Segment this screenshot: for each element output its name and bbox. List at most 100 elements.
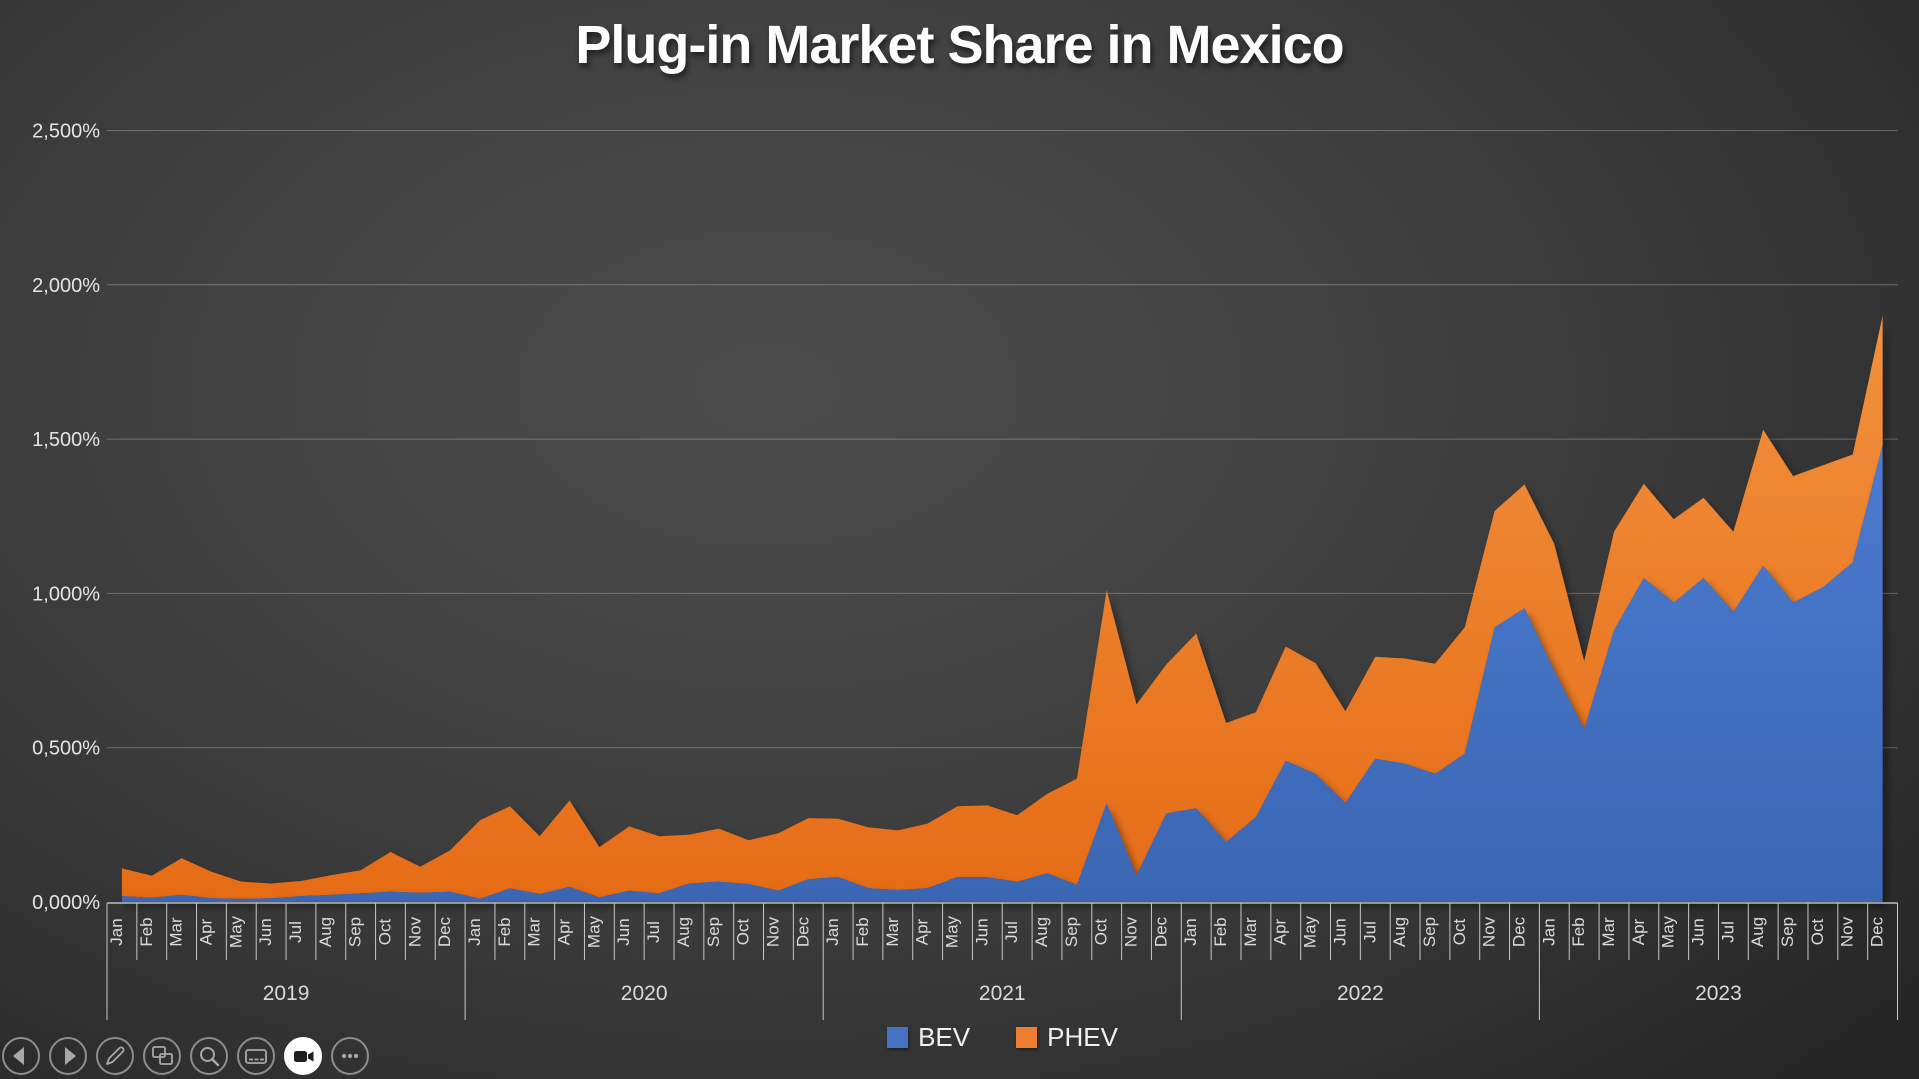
legend-label: PHEV (1047, 1022, 1118, 1052)
month-label: Mar (1241, 917, 1260, 947)
y-axis-tick-label: 1,000% (32, 583, 100, 605)
month-label: Nov (405, 916, 424, 947)
month-label: Dec (435, 916, 454, 947)
month-label: Sep (1062, 917, 1081, 947)
month-label: Aug (316, 917, 335, 947)
month-label: Dec (1509, 916, 1528, 947)
phev-area (121, 315, 1883, 899)
y-axis-tick-label: 1,500% (32, 429, 100, 451)
month-label: Feb (1569, 917, 1588, 946)
month-label: Apr (1271, 918, 1290, 945)
y-axis-tick-label: 0,500% (32, 738, 100, 760)
month-label: Feb (495, 917, 514, 946)
legend-swatch-phev (1016, 1027, 1038, 1048)
y-axis-tick-label: 2,500% (32, 121, 100, 143)
previous-slide-icon (4, 1039, 38, 1073)
month-label: Nov (763, 916, 782, 947)
see-all-slides-icon (145, 1039, 179, 1073)
month-label: Jul (1360, 921, 1379, 943)
x-axis-labels: Jan Feb Mar Apr May Jun Jul Aug Sep Oct Nov Dec Jan F… (107, 915, 1887, 1005)
month-label: Nov (1122, 916, 1141, 947)
legend-item-bev: BEV (887, 1022, 970, 1053)
month-label: May (1659, 915, 1678, 948)
month-label: Feb (137, 917, 156, 946)
month-label: May (226, 915, 245, 948)
year-label: 2020 (621, 982, 668, 1005)
y-axis-labels: 0,000% 0,500% 1,000% 1,500% 2,000% 2,500% (32, 121, 100, 915)
month-label: Jan (107, 918, 126, 945)
month-label: Mar (525, 917, 544, 947)
camera-icon (286, 1039, 320, 1073)
month-label: Sep (1420, 917, 1439, 947)
month-label: Sep (1778, 917, 1797, 947)
month-label: Nov (1480, 916, 1499, 947)
bev-area (121, 445, 1883, 902)
next-slide-icon (51, 1039, 85, 1073)
presenter-toolbar (2, 1037, 369, 1075)
month-label: May (942, 915, 961, 948)
month-label: Apr (196, 918, 215, 945)
axes (106, 902, 1898, 1020)
month-label: Jun (972, 918, 991, 945)
next-slide-button[interactable] (49, 1037, 87, 1075)
legend-label: BEV (918, 1022, 971, 1052)
y-axis-tick-label: 2,000% (32, 275, 100, 297)
month-label: Dec (1868, 916, 1887, 947)
month-label: Oct (734, 919, 753, 946)
month-label: Feb (853, 917, 872, 946)
month-label: Jun (1689, 918, 1708, 945)
month-label: Aug (1032, 917, 1051, 947)
month-label: Jun (256, 918, 275, 945)
month-label: Apr (913, 918, 932, 945)
zoom-to-slide-icon (192, 1039, 226, 1073)
month-label: Mar (883, 917, 902, 947)
month-label: Oct (1808, 919, 1827, 946)
zoom-to-slide-button[interactable] (190, 1037, 228, 1075)
month-label: Aug (674, 917, 693, 947)
month-label: May (1301, 915, 1320, 948)
month-label: Jan (823, 918, 842, 945)
month-label: Mar (167, 917, 186, 947)
chart-title: Plug-in Market Share in Mexico (575, 15, 1344, 75)
legend-item-phev: PHEV (1016, 1022, 1118, 1053)
month-label: Oct (375, 919, 394, 946)
month-label: Jan (1181, 918, 1200, 945)
pen-tools-button[interactable] (96, 1037, 134, 1075)
month-label: Jul (1002, 921, 1021, 943)
see-all-slides-button[interactable] (143, 1037, 181, 1075)
month-label: Sep (704, 917, 723, 947)
month-label: Aug (1390, 917, 1409, 947)
month-label: Apr (555, 918, 574, 945)
month-label: Jan (465, 918, 484, 945)
month-label: Feb (1211, 917, 1230, 946)
more-options-button[interactable] (331, 1037, 369, 1075)
camera-button[interactable] (284, 1037, 322, 1075)
chart-legend: BEV PHEV (107, 1022, 1898, 1053)
chart-areas (121, 315, 1883, 902)
month-label: Jul (1718, 921, 1737, 943)
month-label: Jun (1330, 918, 1349, 945)
month-label: Sep (346, 917, 365, 947)
month-label: Aug (1748, 917, 1767, 947)
more-options-icon (333, 1039, 367, 1073)
year-label: 2023 (1695, 982, 1742, 1005)
month-label: Oct (1092, 919, 1111, 946)
toggle-subtitles-button[interactable] (237, 1037, 275, 1075)
month-label: Dec (1151, 916, 1170, 947)
month-label: Apr (1629, 918, 1648, 945)
month-label: Mar (1599, 917, 1618, 947)
year-label: 2022 (1337, 982, 1384, 1005)
previous-slide-button[interactable] (2, 1037, 40, 1075)
month-label: Jun (614, 918, 633, 945)
month-label: Jul (644, 921, 663, 943)
pen-tools-icon (98, 1039, 132, 1073)
year-label: 2021 (979, 982, 1026, 1005)
month-label: Nov (1838, 916, 1857, 947)
y-axis-tick-label: 0,000% (32, 892, 100, 914)
year-label: 2019 (263, 982, 310, 1005)
legend-swatch-bev (887, 1027, 909, 1048)
month-label: Jul (286, 921, 305, 943)
month-label: Dec (793, 916, 812, 947)
